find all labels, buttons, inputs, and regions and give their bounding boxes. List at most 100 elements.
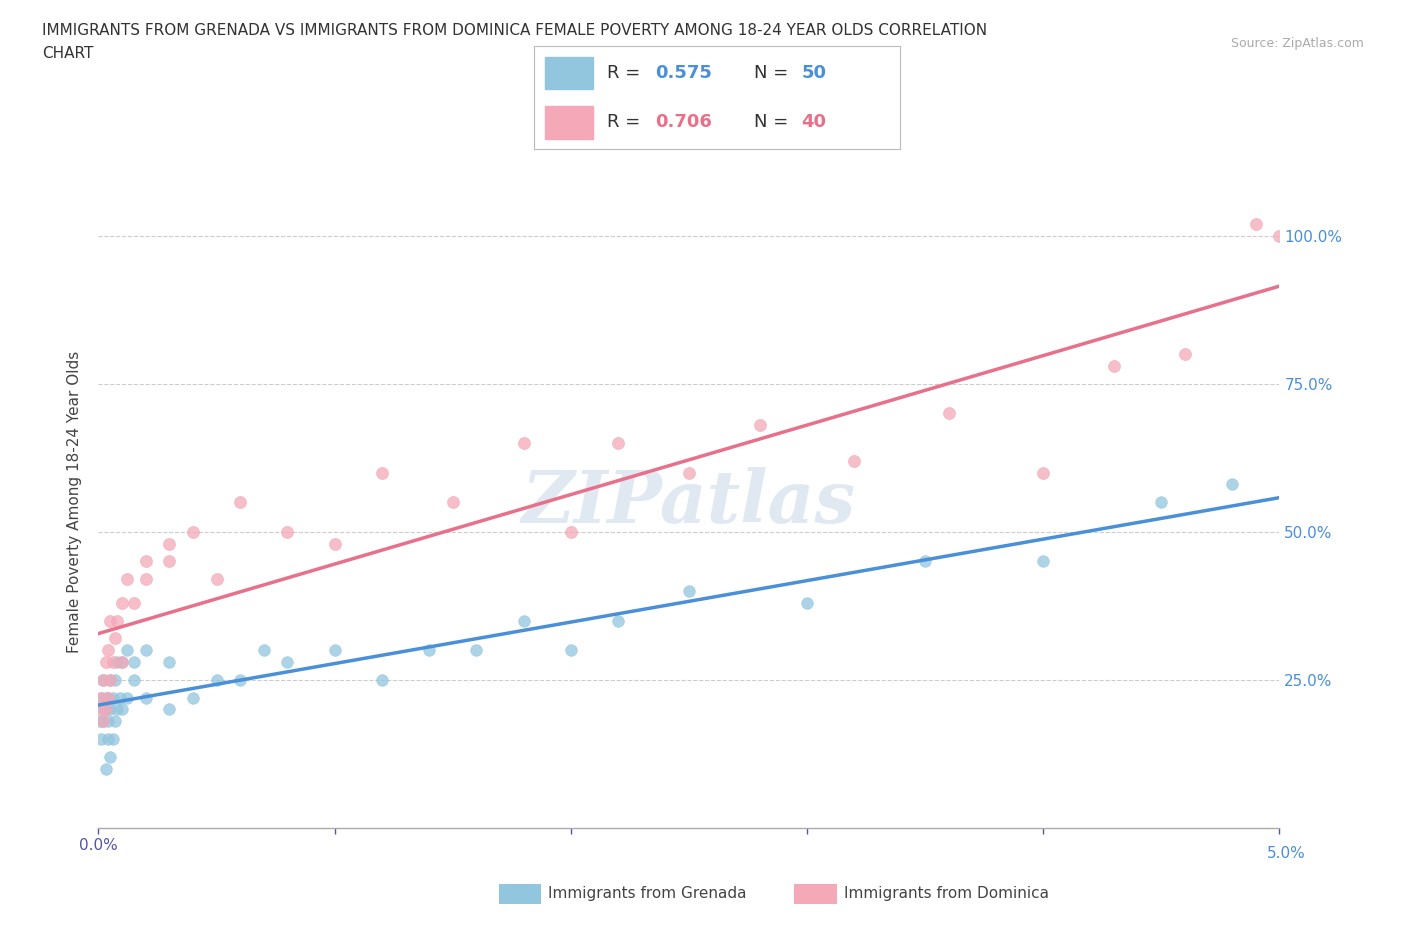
Point	[938, 406, 960, 421]
Text: Immigrants from Grenada: Immigrants from Grenada	[548, 886, 747, 901]
Point	[512, 613, 534, 628]
Point	[1032, 465, 1054, 480]
Point	[796, 595, 818, 610]
Text: N =: N =	[754, 113, 793, 131]
Point	[105, 702, 128, 717]
Point	[98, 672, 121, 687]
Point	[560, 525, 582, 539]
Point	[111, 595, 134, 610]
Point	[111, 655, 134, 670]
Y-axis label: Female Poverty Among 18-24 Year Olds: Female Poverty Among 18-24 Year Olds	[67, 352, 83, 654]
Point	[678, 465, 700, 480]
Point	[90, 690, 112, 705]
Point	[89, 702, 111, 717]
Point	[97, 690, 120, 705]
Point	[111, 702, 134, 717]
Point	[122, 595, 145, 610]
Point	[678, 583, 700, 598]
Text: 0.575: 0.575	[655, 64, 711, 82]
Point	[1220, 477, 1243, 492]
Point	[91, 672, 114, 687]
Point	[748, 418, 770, 432]
Point	[91, 713, 114, 728]
Text: CHART: CHART	[42, 46, 94, 60]
Point	[371, 672, 394, 687]
Point	[157, 554, 180, 569]
Point	[90, 690, 112, 705]
Point	[94, 655, 117, 670]
Point	[104, 631, 127, 645]
Point	[97, 732, 120, 747]
Bar	[546, 106, 593, 139]
Point	[914, 554, 936, 569]
Point	[1268, 229, 1291, 244]
Point	[94, 690, 117, 705]
Point	[104, 713, 127, 728]
Point	[441, 495, 464, 510]
Text: Immigrants from Dominica: Immigrants from Dominica	[844, 886, 1049, 901]
Text: R =: R =	[607, 113, 647, 131]
Point	[1244, 217, 1267, 232]
Point	[1150, 495, 1173, 510]
Point	[157, 655, 180, 670]
Point	[98, 613, 121, 628]
Point	[94, 702, 117, 717]
Point	[465, 643, 488, 658]
Point	[560, 643, 582, 658]
Point	[104, 672, 127, 687]
Point	[101, 732, 124, 747]
Point	[108, 690, 131, 705]
Point	[98, 702, 121, 717]
Point	[181, 690, 204, 705]
Point	[607, 435, 630, 450]
Text: N =: N =	[754, 64, 793, 82]
Point	[135, 554, 157, 569]
Point	[323, 643, 346, 658]
Point	[105, 655, 128, 670]
Point	[181, 525, 204, 539]
Point	[418, 643, 440, 658]
Point	[105, 613, 128, 628]
Point	[122, 672, 145, 687]
Point	[101, 655, 124, 670]
Point	[122, 655, 145, 670]
Point	[371, 465, 394, 480]
Point	[607, 613, 630, 628]
Point	[94, 702, 117, 717]
Point	[135, 643, 157, 658]
Point	[276, 525, 298, 539]
Point	[91, 672, 114, 687]
Point	[111, 655, 134, 670]
Point	[94, 761, 117, 776]
Bar	[546, 57, 593, 89]
Text: 50: 50	[801, 64, 827, 82]
Text: IMMIGRANTS FROM GRENADA VS IMMIGRANTS FROM DOMINICA FEMALE POVERTY AMONG 18-24 Y: IMMIGRANTS FROM GRENADA VS IMMIGRANTS FR…	[42, 23, 987, 38]
Point	[91, 702, 114, 717]
Point	[512, 435, 534, 450]
Text: 40: 40	[801, 113, 827, 131]
Point	[97, 643, 120, 658]
Point	[844, 453, 866, 468]
Text: 0.706: 0.706	[655, 113, 711, 131]
Point	[1174, 347, 1197, 362]
Point	[115, 643, 138, 658]
Point	[90, 732, 112, 747]
Point	[229, 672, 252, 687]
Point	[253, 643, 276, 658]
Text: 5.0%: 5.0%	[1267, 846, 1306, 861]
Text: ZIPatlas: ZIPatlas	[522, 467, 856, 538]
Point	[135, 572, 157, 587]
Point	[323, 537, 346, 551]
Point	[205, 572, 228, 587]
Point	[157, 702, 180, 717]
Point	[115, 572, 138, 587]
Point	[98, 672, 121, 687]
Point	[157, 537, 180, 551]
Point	[97, 713, 120, 728]
Text: Source: ZipAtlas.com: Source: ZipAtlas.com	[1230, 37, 1364, 50]
Point	[97, 690, 120, 705]
Point	[1102, 359, 1125, 374]
Point	[91, 713, 114, 728]
Text: R =: R =	[607, 64, 647, 82]
Point	[135, 690, 157, 705]
